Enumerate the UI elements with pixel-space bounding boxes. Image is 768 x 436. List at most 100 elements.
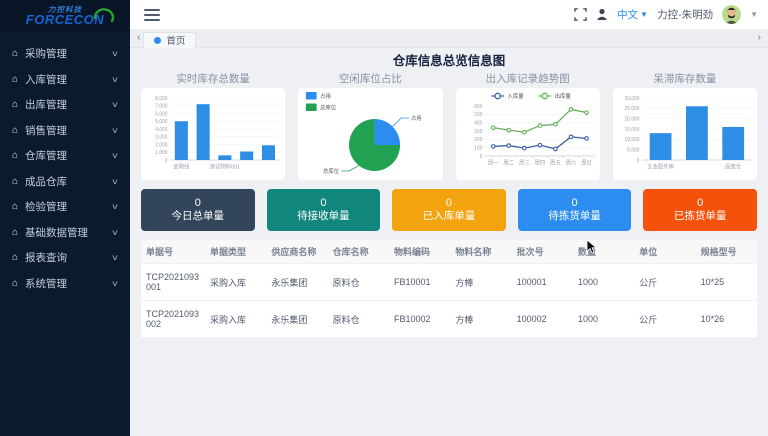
username-label[interactable]: 力控-朱明劲 xyxy=(657,9,714,21)
home-icon: ⌂ xyxy=(12,150,19,162)
sidebar-item-label: 报表查询 xyxy=(25,252,68,265)
chart-block-stagnant-stock: 呆滞库存数量 0 5,000 10,000 15,000 20,000 25,000 30,… xyxy=(612,71,757,180)
user-menu-caret-icon[interactable]: ▼ xyxy=(750,10,758,19)
tab-home[interactable]: 首页 xyxy=(143,31,197,48)
stat-card-today-total[interactable]: 0 今日总单量 xyxy=(141,189,255,231)
page-title: 仓库信息总览信息图 xyxy=(392,54,506,68)
svg-text:占用: 占用 xyxy=(411,114,422,122)
col-doc-no: 单据号 xyxy=(141,240,205,264)
svg-text:周五: 周五 xyxy=(550,159,561,166)
logo-swoosh-icon xyxy=(93,8,115,23)
cell-spec: 10*26 xyxy=(695,300,757,338)
tabs-scroll-right-icon[interactable]: › xyxy=(757,32,761,43)
topbar: 中文 ▼ 力控-朱明劲 ▼ xyxy=(130,0,768,29)
sidebar-item-warehouse[interactable]: ⌂ 仓库管理 ∨ xyxy=(0,143,130,169)
sidebar-item-label: 检验管理 xyxy=(25,201,68,214)
svg-text:总库位: 总库位 xyxy=(320,103,337,111)
cell-quantity: 1000 xyxy=(572,300,635,338)
dashboard-content: 仓库信息总览信息图 实时库存总数量 0 1,000 2,000 3,000 4,000 5… xyxy=(130,48,768,436)
language-switcher[interactable]: 中文 ▼ xyxy=(617,7,648,22)
stat-label: 已入库单量 xyxy=(422,210,476,222)
svg-text:30,000: 30,000 xyxy=(624,96,639,102)
main-area: 中文 ▼ 力控-朱明劲 ▼ ‹ xyxy=(130,0,768,436)
svg-text:200: 200 xyxy=(474,137,482,143)
table-header-row: 单据号 单据类型 供应商名称 仓库名称 物料编码 物料名称 批次号 数量 单位 … xyxy=(141,240,757,264)
svg-text:10,000: 10,000 xyxy=(624,137,639,143)
sidebar: 力控科技 FORCECON ⌂ 采购管理 ∨ ⌂ 入库管理 ∨ ⌂ 出库管理 ∨ xyxy=(0,0,130,436)
svg-text:周日: 周日 xyxy=(581,159,592,166)
chevron-down-icon: ▼ xyxy=(640,10,649,19)
sidebar-item-reports[interactable]: ⌂ 报表查询 ∨ xyxy=(0,245,130,271)
svg-text:300: 300 xyxy=(474,129,482,135)
svg-text:金刚线: 金刚线 xyxy=(173,162,190,170)
sidebar-item-inspection[interactable]: ⌂ 检验管理 ∨ xyxy=(0,194,130,220)
table-row[interactable]: TCP2021093001 采购入库 永乐集团 原料仓 FB10001 方棒 1… xyxy=(141,263,757,301)
cell-batch-no: 100001 xyxy=(511,263,573,301)
svg-text:入库量: 入库量 xyxy=(507,92,524,100)
chevron-down-icon: ∨ xyxy=(110,253,120,263)
svg-text:600: 600 xyxy=(474,104,482,110)
cell-warehouse: 原料仓 xyxy=(327,300,389,338)
sidebar-item-label: 入库管理 xyxy=(25,73,68,86)
stamp-icon[interactable] xyxy=(596,8,608,21)
cell-doc-type: 采购入库 xyxy=(205,300,267,338)
avatar[interactable] xyxy=(722,5,742,24)
table-row[interactable]: TCP2021093002 采购入库 永乐集团 原料仓 FB10002 方棒 1… xyxy=(141,300,757,338)
col-warehouse: 仓库名称 xyxy=(327,240,389,264)
stat-cards-row: 0 今日总单量 0 待接收单量 0 已入库单量 0 待拣货单量 0 已拣货单 xyxy=(141,189,757,231)
svg-text:0: 0 xyxy=(479,154,482,160)
cell-unit: 公斤 xyxy=(634,263,696,301)
collapse-menu-icon[interactable] xyxy=(144,8,160,21)
chart-title: 空闲库位占比 xyxy=(338,73,402,85)
chevron-down-icon: ∨ xyxy=(110,125,120,135)
stat-value: 0 xyxy=(320,197,327,209)
home-icon: ⌂ xyxy=(12,48,19,60)
sidebar-item-system[interactable]: ⌂ 系统管理 ∨ xyxy=(0,271,130,297)
stat-value: 0 xyxy=(445,197,453,209)
stat-card-inbound-done[interactable]: 0 已入库单量 xyxy=(392,189,506,231)
home-icon: ⌂ xyxy=(12,99,19,111)
cell-quantity: 1000 xyxy=(572,263,635,301)
sidebar-item-label: 出库管理 xyxy=(25,99,68,112)
sidebar-item-purchase[interactable]: ⌂ 采购管理 ∨ xyxy=(0,41,130,67)
cell-unit: 公斤 xyxy=(634,300,696,338)
tabs-scroll-left-icon[interactable]: ‹ xyxy=(137,32,141,43)
svg-text:周一: 周一 xyxy=(487,159,498,166)
stat-label: 已拣货单量 xyxy=(673,210,727,222)
cell-doc-no: TCP2021093002 xyxy=(141,300,205,338)
cell-material-code: FB10002 xyxy=(388,300,451,338)
col-spec: 规格型号 xyxy=(695,240,757,264)
sidebar-item-label: 成品仓库 xyxy=(25,175,68,188)
sidebar-item-inbound[interactable]: ⌂ 入库管理 ∨ xyxy=(0,67,130,93)
chevron-down-icon: ∨ xyxy=(110,278,120,288)
tab-active-dot-icon xyxy=(154,36,162,44)
svg-text:25,000: 25,000 xyxy=(624,106,639,112)
stat-card-pending-receive[interactable]: 0 待接收单量 xyxy=(266,189,381,231)
svg-text:出库量: 出库量 xyxy=(554,92,571,100)
svg-text:0: 0 xyxy=(165,158,168,164)
fullscreen-icon[interactable] xyxy=(574,8,587,21)
home-icon: ⌂ xyxy=(12,175,19,187)
cell-doc-no: TCP2021093001 xyxy=(141,263,205,301)
orders-table: 单据号 单据类型 供应商名称 仓库名称 物料编码 物料名称 批次号 数量 单位 … xyxy=(141,240,757,338)
col-material-name: 物料名称 xyxy=(450,240,512,264)
stat-card-pending-pick[interactable]: 0 待拣货单量 xyxy=(517,189,632,231)
cell-spec: 10*25 xyxy=(695,263,757,301)
home-icon: ⌂ xyxy=(12,226,19,238)
sidebar-item-label: 采购管理 xyxy=(25,48,68,61)
cell-supplier: 永乐集团 xyxy=(266,263,328,301)
sidebar-item-label: 仓库管理 xyxy=(25,150,68,163)
stat-label: 今日总单量 xyxy=(171,210,225,222)
sidebar-item-outbound[interactable]: ⌂ 出库管理 ∨ xyxy=(0,92,130,118)
svg-text:周四: 周四 xyxy=(534,159,545,166)
stat-card-picked[interactable]: 0 已拣货单量 xyxy=(643,189,757,231)
sidebar-item-finished-goods[interactable]: ⌂ 成品仓库 ∨ xyxy=(0,169,130,195)
col-batch-no: 批次号 xyxy=(511,240,573,264)
svg-text:1,000: 1,000 xyxy=(155,150,167,156)
sidebar-item-base-data[interactable]: ⌂ 基础数据管理 ∨ xyxy=(0,220,130,246)
home-icon: ⌂ xyxy=(12,73,19,85)
svg-text:6,000: 6,000 xyxy=(155,111,167,117)
sidebar-item-sales[interactable]: ⌂ 销售管理 ∨ xyxy=(0,118,130,144)
